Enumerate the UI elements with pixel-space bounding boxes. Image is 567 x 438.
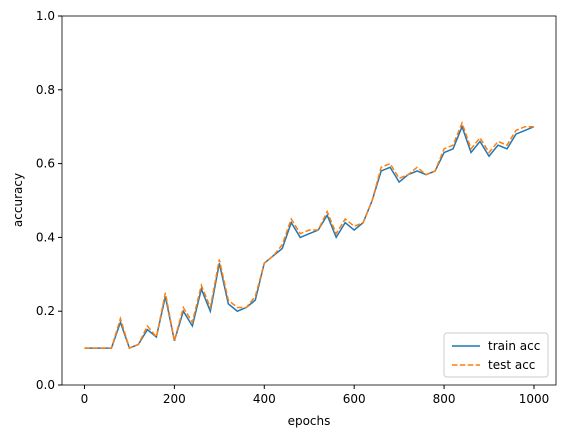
x-tick-label: 1000 xyxy=(519,392,550,406)
x-tick-label: 600 xyxy=(343,392,366,406)
x-tick-label: 800 xyxy=(433,392,456,406)
legend-box xyxy=(443,332,549,378)
line-series xyxy=(84,124,535,350)
y-axis-label: accuracy xyxy=(11,173,25,227)
y-tick-label: 0.8 xyxy=(36,83,55,97)
x-tick-label: 400 xyxy=(253,392,276,406)
y-tick-label: 0.2 xyxy=(36,304,55,318)
x-axis-label: epochs xyxy=(288,414,331,428)
legend-label: test acc xyxy=(488,358,535,372)
y-tick-label: 0.0 xyxy=(36,378,55,392)
plot-frame xyxy=(61,15,557,386)
y-tick-label: 0.6 xyxy=(36,157,55,171)
legend-label: train acc xyxy=(488,339,540,353)
y-tick-label: 1.0 xyxy=(36,9,55,23)
y-tick-label: 0.4 xyxy=(36,230,55,244)
line-series xyxy=(84,120,534,350)
x-tick-label: 200 xyxy=(163,392,186,406)
x-tick-label: 0 xyxy=(81,392,89,406)
